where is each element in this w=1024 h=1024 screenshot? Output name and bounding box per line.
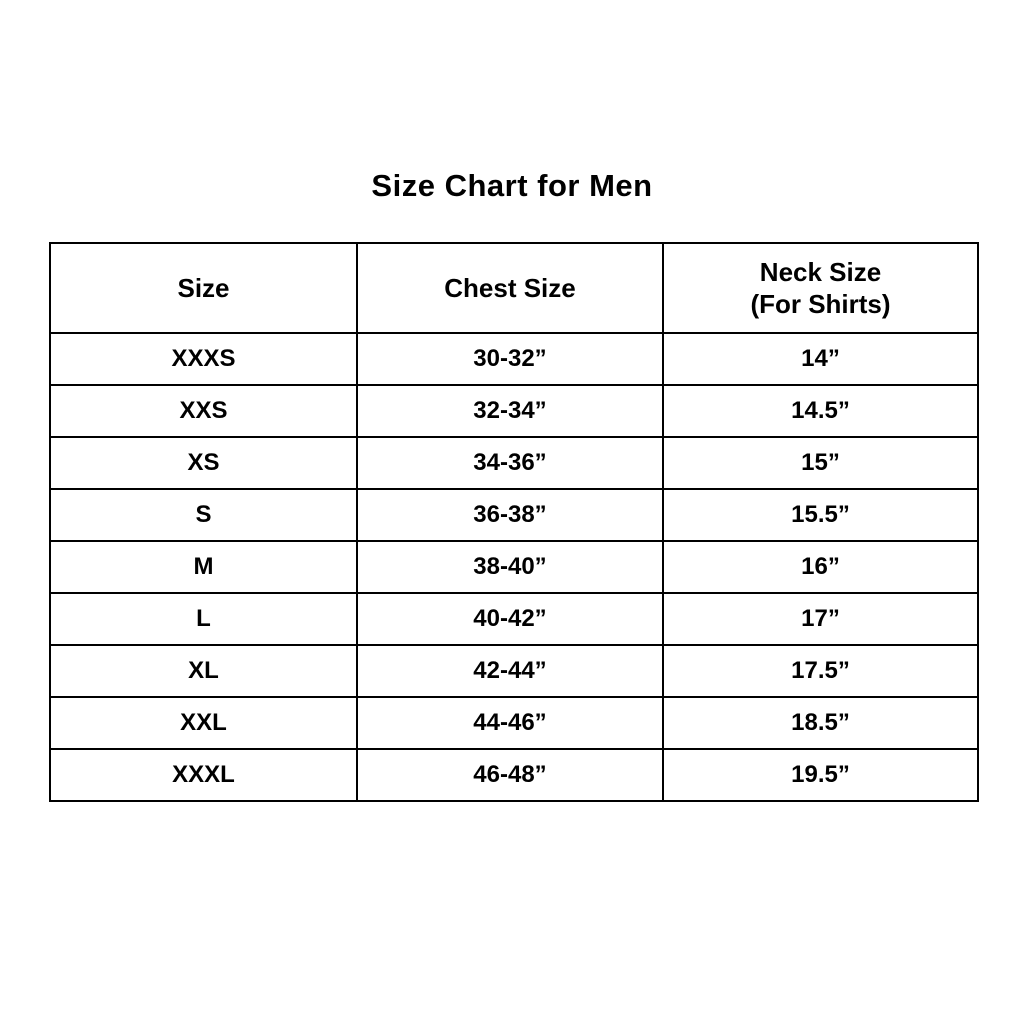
chest-cell: 38-40”: [356, 540, 664, 594]
header-neck-size-line2: (For Shirts): [750, 289, 891, 319]
chest-cell: 30-32”: [356, 332, 664, 386]
table-row: XL 42-44” 17.5”: [49, 644, 979, 698]
size-cell: M: [49, 540, 358, 594]
neck-cell: 19.5”: [662, 748, 979, 802]
table-header-row: Size Chest Size Neck Size (For Shirts): [49, 242, 979, 334]
table-row: XXS 32-34” 14.5”: [49, 384, 979, 438]
table-row: XXXL 46-48” 19.5”: [49, 748, 979, 802]
size-cell: XS: [49, 436, 358, 490]
neck-cell: 15”: [662, 436, 979, 490]
size-cell: XXXL: [49, 748, 358, 802]
table-row: L 40-42” 17”: [49, 592, 979, 646]
size-cell: L: [49, 592, 358, 646]
size-cell: XXXS: [49, 332, 358, 386]
size-cell: XXS: [49, 384, 358, 438]
header-neck-size: Neck Size (For Shirts): [662, 242, 979, 334]
neck-cell: 17.5”: [662, 644, 979, 698]
neck-cell: 17”: [662, 592, 979, 646]
neck-cell: 18.5”: [662, 696, 979, 750]
size-cell: XL: [49, 644, 358, 698]
chest-cell: 36-38”: [356, 488, 664, 542]
chest-cell: 40-42”: [356, 592, 664, 646]
chest-cell: 44-46”: [356, 696, 664, 750]
chest-cell: 34-36”: [356, 436, 664, 490]
chest-cell: 42-44”: [356, 644, 664, 698]
chest-cell: 46-48”: [356, 748, 664, 802]
header-size: Size: [49, 242, 358, 334]
header-chest-size: Chest Size: [356, 242, 664, 334]
neck-cell: 15.5”: [662, 488, 979, 542]
table-row: XXL 44-46” 18.5”: [49, 696, 979, 750]
size-chart-table: Size Chest Size Neck Size (For Shirts) X…: [49, 242, 979, 802]
page-title: Size Chart for Men: [371, 168, 653, 203]
table-row: S 36-38” 15.5”: [49, 488, 979, 542]
neck-cell: 14.5”: [662, 384, 979, 438]
chest-cell: 32-34”: [356, 384, 664, 438]
table-row: XXXS 30-32” 14”: [49, 332, 979, 386]
table-row: XS 34-36” 15”: [49, 436, 979, 490]
neck-cell: 14”: [662, 332, 979, 386]
size-cell: S: [49, 488, 358, 542]
table-row: M 38-40” 16”: [49, 540, 979, 594]
header-neck-size-line1: Neck Size: [759, 256, 882, 287]
neck-cell: 16”: [662, 540, 979, 594]
size-cell: XXL: [49, 696, 358, 750]
